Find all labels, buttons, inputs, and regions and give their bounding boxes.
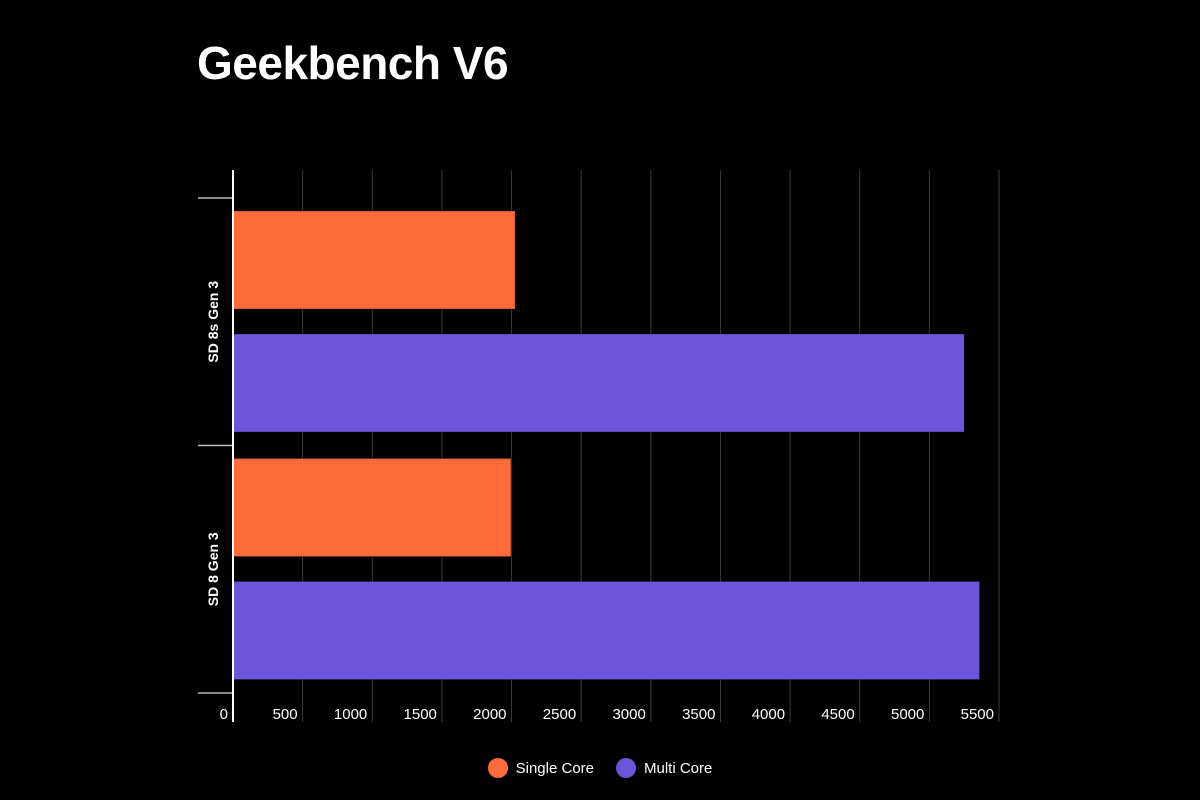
bar-single-core	[232, 458, 512, 557]
chart-title: Geekbench V6	[197, 37, 509, 89]
x-tick-label: 500	[273, 706, 298, 723]
x-tick-label: 4500	[821, 706, 854, 723]
legend-item-multi-core[interactable]: Multi Core	[616, 758, 712, 778]
legend-item-single-core[interactable]: Single Core	[487, 758, 595, 778]
x-tick-label: 2500	[543, 706, 576, 723]
bar-single-core	[232, 210, 516, 310]
bar-multi-core	[232, 333, 965, 433]
legend-label: Multi Core	[644, 759, 713, 777]
legend: Single Core Multi Core	[0, 758, 1200, 778]
category-label: SD 8 Gen 3	[205, 532, 221, 606]
legend-swatch-multi-core	[616, 758, 637, 778]
x-tick-label: 5500	[961, 706, 994, 723]
x-tick-label: 1000	[334, 706, 367, 723]
x-tick-label: 0	[220, 706, 228, 723]
x-tick-label: 3500	[682, 706, 715, 723]
legend-swatch-single-core	[487, 758, 508, 778]
legend-label: Single Core	[515, 759, 595, 777]
x-tick-label: 2000	[473, 706, 506, 723]
category-label: SD 8s Gen 3	[205, 281, 221, 363]
x-tick-label: 3000	[612, 706, 645, 723]
bar-multi-core	[232, 581, 981, 680]
x-tick-label: 4000	[752, 706, 785, 723]
x-tick-label: 5000	[891, 706, 924, 723]
x-tick-label: 1500	[404, 706, 437, 723]
